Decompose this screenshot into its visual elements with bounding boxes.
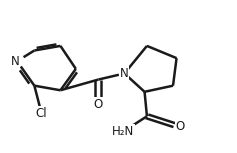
Text: H₂N: H₂N [112,125,134,138]
Text: O: O [94,98,103,110]
Text: N: N [11,55,19,68]
Text: N: N [120,67,129,80]
Text: O: O [175,121,185,133]
Text: Cl: Cl [36,107,47,120]
